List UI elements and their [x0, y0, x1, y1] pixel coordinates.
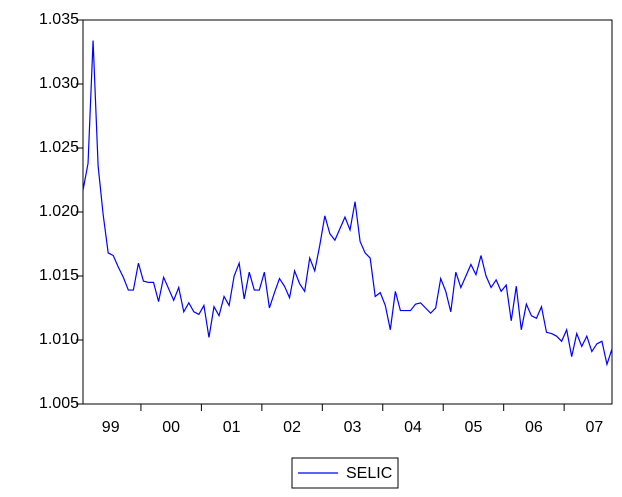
x-tick-label: 03 — [344, 419, 362, 436]
y-tick-label: 1.025 — [39, 139, 79, 156]
series-line — [82, 40, 613, 367]
y-tick-label: 1.030 — [39, 75, 79, 92]
x-tick-label: 07 — [585, 419, 603, 436]
x-tick-label: 99 — [102, 419, 120, 436]
y-tick-label: 1.035 — [39, 11, 79, 28]
x-tick-label: 04 — [404, 419, 422, 436]
legend: SELIC — [291, 457, 399, 489]
x-tick-label: 06 — [525, 419, 543, 436]
x-tick-label: 01 — [223, 419, 241, 436]
y-tick-label: 1.020 — [39, 203, 79, 220]
plot-frame — [82, 19, 613, 405]
y-tick-label: 1.010 — [39, 331, 79, 348]
legend-label: SELIC — [346, 465, 392, 482]
x-tick-label: 00 — [162, 419, 180, 436]
x-tick-label: 05 — [465, 419, 483, 436]
x-tick-label: 02 — [283, 419, 301, 436]
y-tick-label: 1.005 — [39, 395, 79, 412]
y-tick-label: 1.015 — [39, 267, 79, 284]
